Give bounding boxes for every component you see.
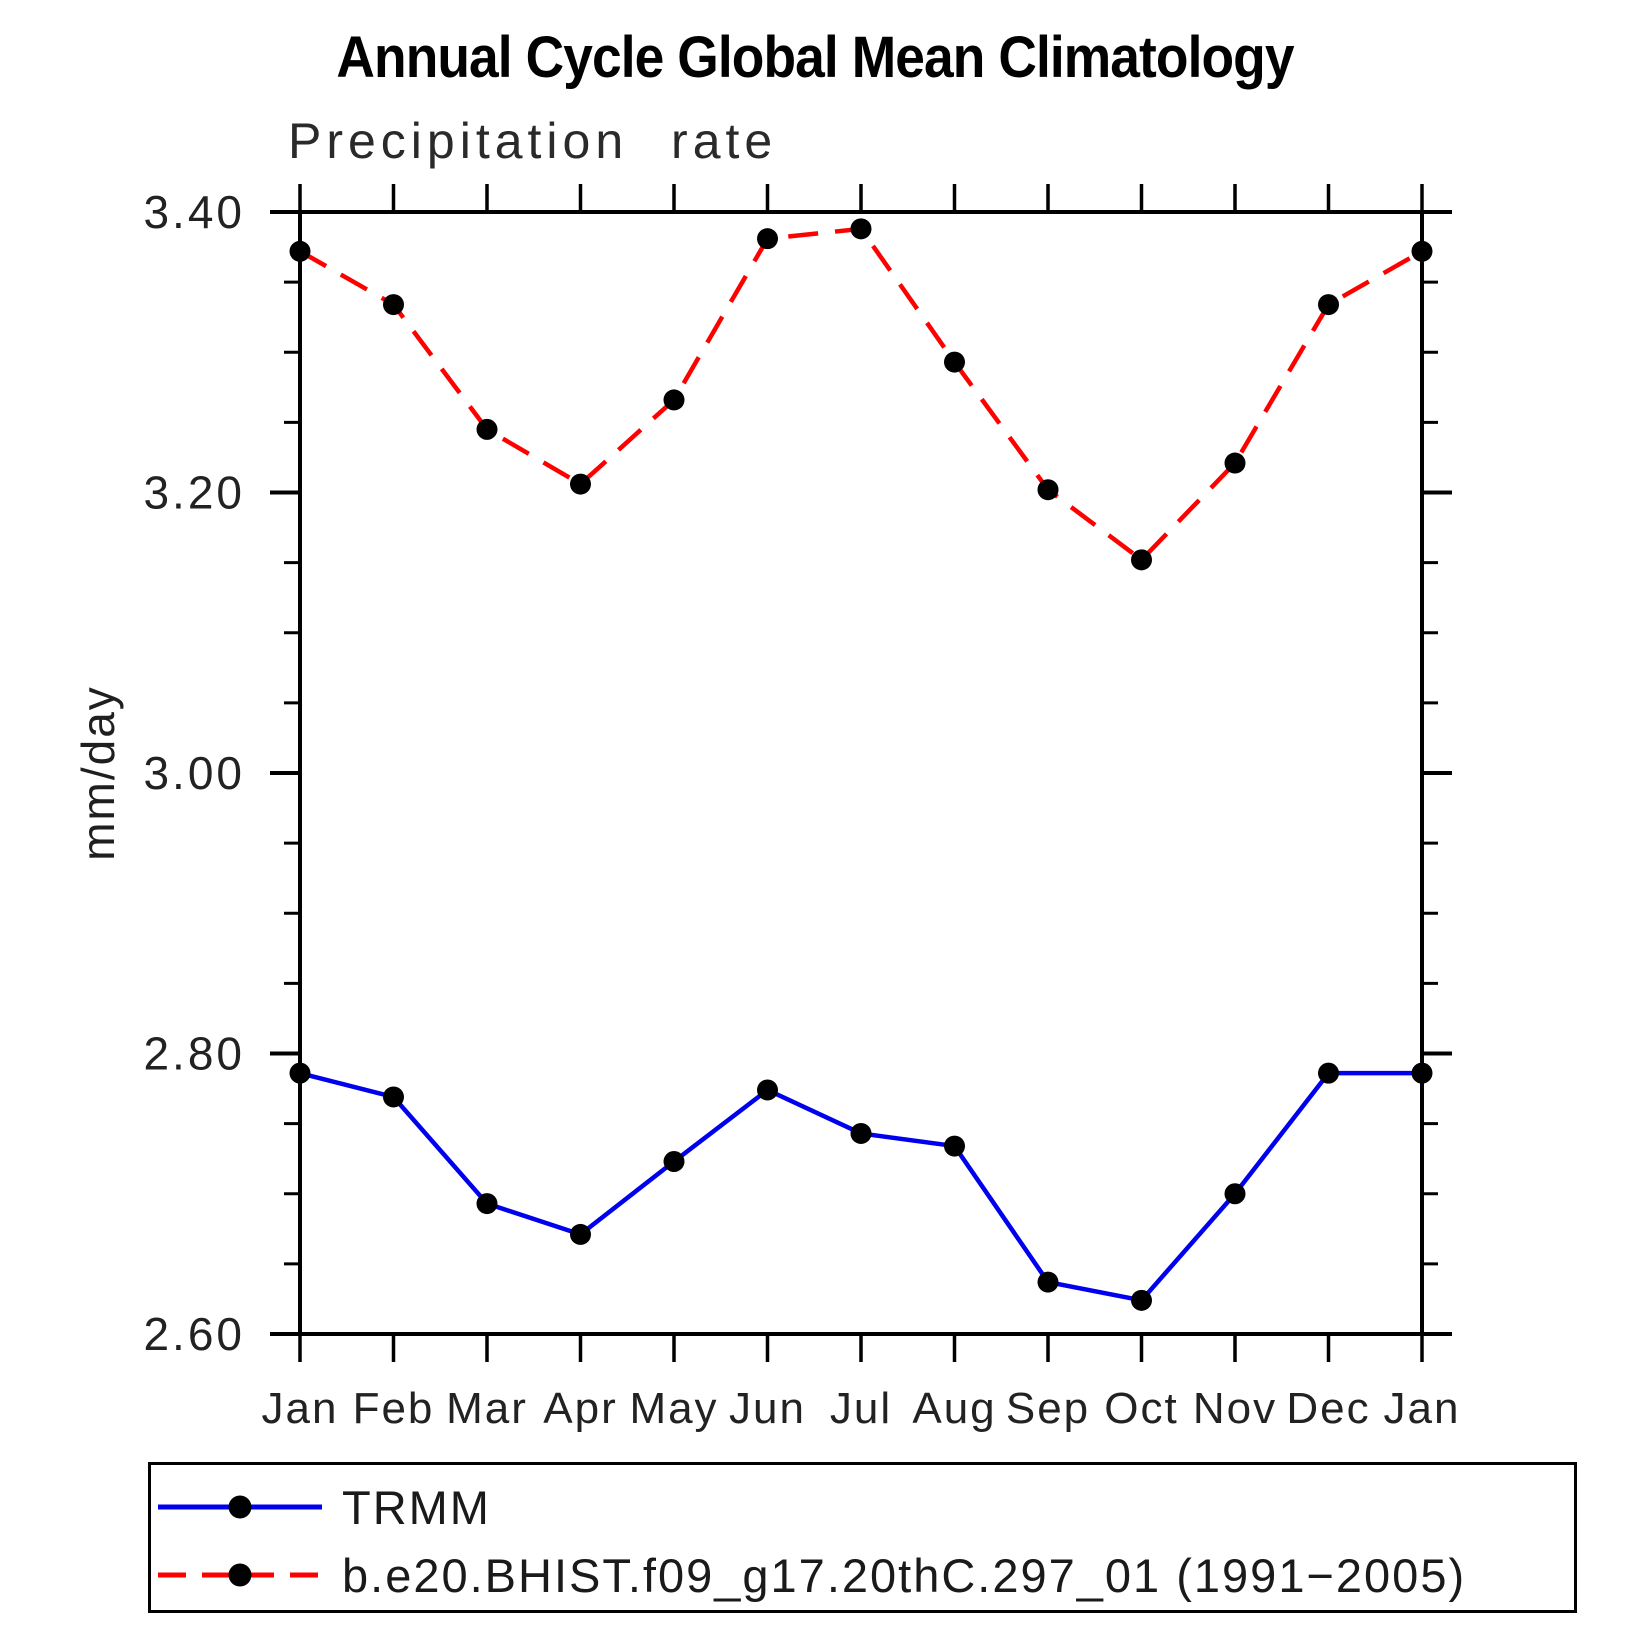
- x-tick-label: May: [629, 1384, 718, 1433]
- data-point-s1-2: [476, 418, 498, 440]
- data-point-s0-11: [1318, 1062, 1339, 1084]
- x-tick-label: Aug: [912, 1384, 996, 1433]
- data-point-s1-4: [663, 389, 685, 411]
- x-tick-label: Feb: [353, 1384, 435, 1433]
- data-point-s1-10: [1224, 452, 1246, 474]
- legend-label-trmm: TRMM: [342, 1480, 491, 1534]
- x-tick-label: Jan: [1384, 1384, 1461, 1433]
- x-tick-label: Apr: [543, 1384, 617, 1433]
- y-tick-label: 3.40: [143, 186, 245, 238]
- data-point-s0-5: [757, 1079, 778, 1101]
- x-tick-label: Sep: [1006, 1384, 1090, 1433]
- data-point-s0-12: [1411, 1062, 1433, 1084]
- x-tick-label: Jul: [830, 1384, 892, 1433]
- x-tick-label: Mar: [446, 1384, 528, 1433]
- data-point-s0-9: [1131, 1289, 1152, 1311]
- data-point-s0-6: [850, 1122, 872, 1144]
- series-line-1: [298, 226, 1424, 563]
- data-point-s0-2: [476, 1193, 498, 1215]
- legend-sample-model-line: [158, 1563, 322, 1587]
- y-tick-label: 3.20: [143, 467, 245, 519]
- legend-item-model: b.e20.BHIST.f09_g17.20thC.297_01 (1991−2…: [154, 1549, 1466, 1602]
- data-point-s0-10: [1224, 1183, 1246, 1205]
- data-point-s1-12: [1411, 240, 1433, 262]
- data-point-s1-9: [1131, 549, 1152, 571]
- data-point-s1-8: [1037, 479, 1059, 501]
- data-point-s0-4: [663, 1150, 685, 1172]
- data-point-s1-1: [383, 294, 404, 316]
- data-point-s0-3: [570, 1223, 591, 1245]
- x-tick-label: Nov: [1193, 1384, 1277, 1433]
- legend-marker-dot: [228, 1495, 252, 1519]
- y-tick-label: 3.00: [143, 747, 245, 799]
- x-tick-label: Dec: [1286, 1384, 1370, 1433]
- data-point-s1-11: [1318, 294, 1339, 316]
- legend-box: TRMM b.e20.BHIST.f09_g17.20thC.297_01 (1…: [148, 1462, 1577, 1613]
- legend-item-trmm: TRMM: [154, 1481, 491, 1534]
- x-tick-label: Oct: [1104, 1384, 1178, 1433]
- data-point-s1-7: [944, 351, 965, 373]
- chart-subtitle: Precipitation rate: [288, 113, 778, 169]
- legend-label-model: b.e20.BHIST.f09_g17.20thC.297_01 (1991−2…: [342, 1548, 1467, 1602]
- data-point-s1-3: [570, 473, 591, 495]
- data-point-s1-5: [757, 228, 778, 250]
- data-point-s1-6: [850, 218, 872, 240]
- data-point-s0-0: [289, 1062, 311, 1084]
- plot-frame: [298, 210, 1424, 1336]
- x-tick-label: Jun: [729, 1384, 806, 1433]
- y-tick-label: 2.80: [143, 1028, 245, 1080]
- legend-marker-dot: [228, 1563, 252, 1587]
- y-tick-label: 2.60: [143, 1308, 245, 1360]
- data-point-s1-0: [289, 240, 311, 262]
- data-point-s0-8: [1037, 1271, 1059, 1293]
- data-point-s0-7: [944, 1135, 965, 1157]
- legend-sample-trmm-line: [158, 1495, 322, 1519]
- data-point-s0-1: [383, 1086, 404, 1108]
- page-title: Annual Cycle Global Mean Climatology: [336, 25, 1294, 90]
- x-tick-label: Jan: [262, 1384, 339, 1433]
- series-line-0: [299, 1070, 1422, 1303]
